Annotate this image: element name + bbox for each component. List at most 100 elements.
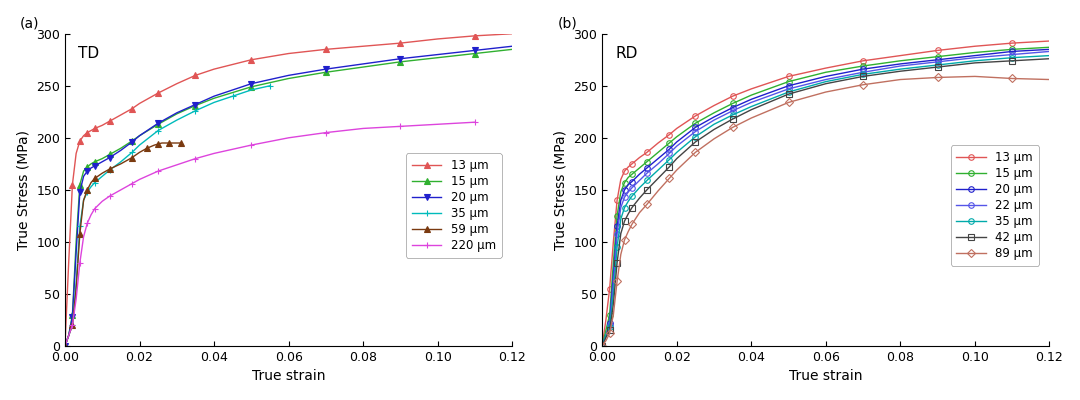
220 μm [394,124,407,129]
15 μm [125,138,138,143]
42 μm [603,328,616,333]
35 μm [264,83,276,88]
13 μm [640,150,653,155]
35 μm [689,134,702,139]
13 μm [782,74,795,79]
35 μm [603,325,616,330]
35 μm [245,88,258,92]
13 μm [1043,39,1056,44]
220 μm [245,143,258,148]
35 μm [73,224,86,229]
20 μm [931,57,944,62]
15 μm [610,214,623,218]
35 μm [640,178,653,183]
20 μm [726,105,739,110]
20 μm [607,273,620,278]
220 μm [70,297,83,302]
59 μm [58,344,71,348]
59 μm [73,231,86,236]
42 μm [671,156,684,161]
42 μm [615,231,627,236]
Text: (a): (a) [21,17,40,31]
15 μm [66,312,79,317]
20 μm [70,250,83,255]
20 μm [207,94,220,98]
89 μm [1005,76,1018,81]
15 μm [431,55,444,60]
20 μm [89,164,102,168]
Line: 89 μm: 89 μm [599,74,1052,349]
20 μm [856,67,869,72]
Line: 35 μm: 35 μm [63,83,273,349]
20 μm [171,110,184,115]
220 μm [58,344,71,348]
Y-axis label: True Stress (MPa): True Stress (MPa) [554,130,568,250]
13 μm [505,31,518,36]
20 μm [820,74,833,79]
89 μm [663,176,676,181]
89 μm [1043,77,1056,82]
13 μm [622,164,635,169]
35 μm [820,79,833,84]
15 μm [81,164,94,169]
13 μm [245,57,258,62]
220 μm [77,234,90,239]
20 μm [610,224,623,229]
Line: 42 μm: 42 μm [599,56,1052,349]
42 μm [618,219,631,224]
13 μm [663,132,676,137]
20 μm [133,133,146,138]
35 μm [77,198,90,203]
89 μm [856,82,869,87]
15 μm [320,70,333,75]
22 μm [894,64,907,68]
13 μm [651,141,664,146]
22 μm [596,344,609,348]
42 μm [1043,56,1056,61]
20 μm [625,179,638,184]
89 μm [622,229,635,234]
20 μm [81,169,94,174]
20 μm [58,344,71,348]
22 μm [726,108,739,113]
20 μm [73,190,86,194]
35 μm [1043,53,1056,58]
89 μm [689,150,702,155]
20 μm [356,62,369,66]
15 μm [104,152,117,157]
15 μm [618,180,631,185]
13 μm [356,44,369,49]
59 μm [66,323,79,328]
35 μm [1005,55,1018,60]
20 μm [96,159,109,164]
89 μm [599,338,612,343]
89 μm [931,75,944,80]
42 μm [610,260,623,265]
20 μm [114,148,127,153]
89 μm [625,222,638,226]
89 μm [596,344,609,348]
89 μm [615,252,627,257]
20 μm [431,52,444,57]
22 μm [622,190,635,194]
22 μm [969,55,982,60]
35 μm [96,174,109,179]
20 μm [77,174,90,179]
13 μm [171,81,184,86]
13 μm [633,155,646,160]
15 μm [96,156,109,161]
89 μm [726,125,739,130]
22 μm [856,70,869,75]
42 μm [1005,58,1018,63]
15 μm [77,169,90,174]
13 μm [133,101,146,106]
13 μm [1005,41,1018,46]
15 μm [782,79,795,84]
13 μm [931,48,944,53]
220 μm [151,169,164,174]
Line: 220 μm: 220 μm [63,120,477,349]
42 μm [622,211,635,216]
35 μm [207,100,220,105]
59 μm [133,150,146,155]
35 μm [58,344,71,348]
